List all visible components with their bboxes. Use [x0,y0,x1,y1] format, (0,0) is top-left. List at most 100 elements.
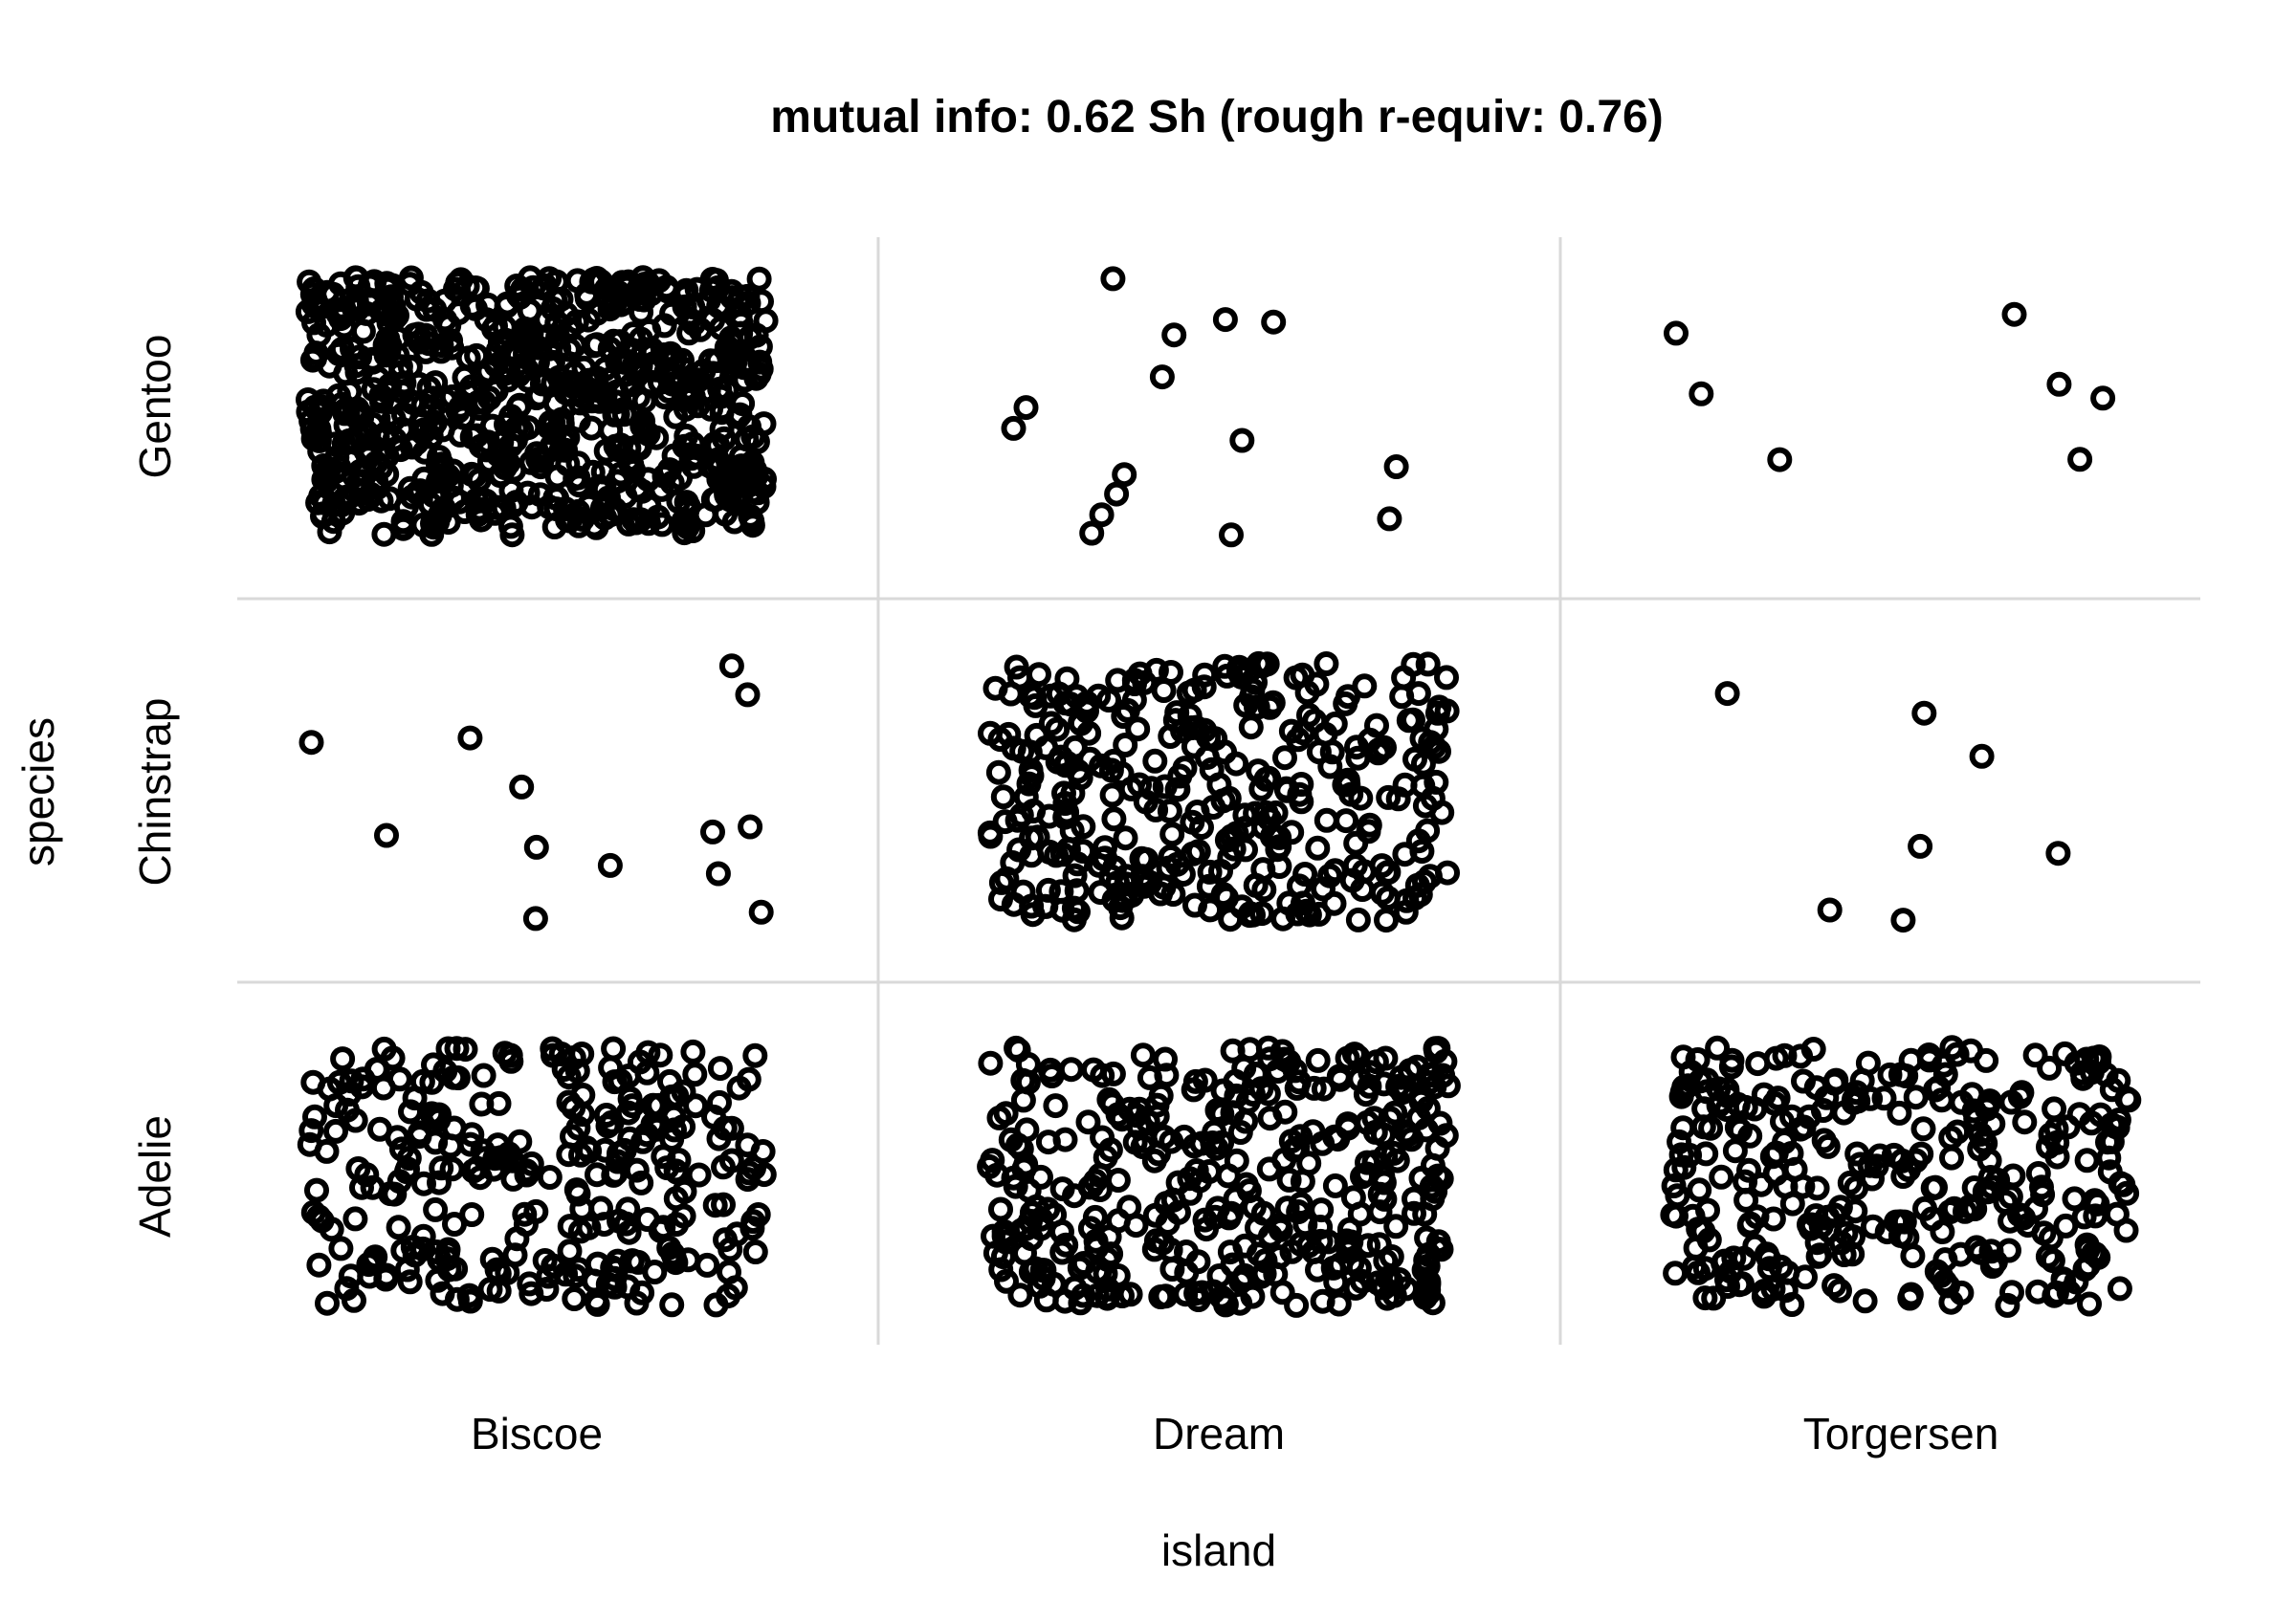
data-point [1322,1173,1348,1198]
data-point [342,1287,366,1313]
data-point [624,1157,650,1183]
data-point [1284,1292,1310,1318]
data-point [645,1110,671,1136]
data-point [659,1292,685,1318]
data-point [1334,808,1359,834]
data-point [1778,1141,1804,1166]
data-point [2097,1159,2123,1185]
data-point [2071,1204,2097,1230]
data-point [1864,1153,1889,1179]
data-point [1249,901,1275,927]
data-point [415,288,441,314]
data-point [1255,1035,1281,1061]
data-point [411,1171,436,1196]
data-point [1670,1115,1696,1141]
data-point [1995,1292,2020,1318]
cell-biscoe-gentoo [295,265,779,548]
data-point [1736,1157,1761,1183]
data-point [1109,761,1135,786]
y-tick-labels: Adelie Chinstrap Gentoo [130,335,180,1238]
data-point [588,1195,613,1221]
data-point [1005,1132,1030,1158]
data-point [1893,1064,1919,1088]
data-point [993,1101,1019,1127]
cell-torgersen-chinstrap [1714,681,2071,933]
data-point [1052,804,1078,830]
data-point [470,362,496,388]
data-point [1113,733,1138,757]
data-point [1075,1109,1101,1135]
data-point [1779,1191,1805,1217]
data-point [2114,1180,2140,1206]
data-point [1949,1089,1975,1115]
data-point [2046,371,2072,397]
data-point [1434,698,1460,724]
data-point [1177,703,1203,729]
data-point [1693,1141,1719,1167]
data-point [423,370,449,396]
data-point [1228,664,1254,690]
data-point [563,1263,588,1289]
data-point [439,1156,465,1182]
data-point [1153,1283,1179,1309]
data-point [1967,1136,1993,1162]
data-point [548,1042,574,1066]
data-point [427,1170,452,1195]
data-point [1852,1288,1878,1314]
data-point [1159,822,1185,847]
data-point [718,474,744,500]
data-point [629,413,655,439]
data-point [1243,1062,1269,1086]
data-point [1020,902,1046,928]
data-point [673,277,699,303]
data-point [1279,1239,1305,1264]
data-point [2025,1161,2051,1186]
data-point [330,1046,356,1072]
data-point [2053,1213,2079,1239]
data-point [1245,1215,1269,1240]
data-point [1286,1069,1312,1095]
data-point [2044,1144,2070,1170]
data-point [629,1170,654,1195]
data-point [512,1201,538,1227]
data-point [988,869,1014,895]
data-point [423,1196,449,1222]
data-point [444,1036,470,1062]
data-point [1141,1148,1167,1173]
data-point [1383,1214,1409,1239]
data-point [2045,841,2071,866]
data-point [1877,1062,1903,1087]
data-point [317,519,342,545]
data-point [1669,1079,1695,1105]
data-point [735,682,761,708]
data-point [1908,833,1933,859]
data-point [597,852,623,878]
data-point [1928,1262,1954,1288]
data-point [730,391,756,416]
data-point [1897,1285,1923,1311]
data-point [1405,828,1431,854]
data-point [746,266,772,292]
data-point [1094,1283,1120,1309]
data-point [1181,677,1207,703]
grid [237,237,2200,1345]
data-point [1418,730,1444,756]
data-point [575,307,601,333]
data-point [1911,700,1937,726]
data-point [1216,1205,1242,1231]
data-point [657,1068,682,1094]
data-point [1013,784,1039,810]
data-point [1060,780,1086,806]
data-point [707,1056,733,1082]
data-point [1210,882,1236,908]
data-point [1314,651,1339,676]
data-point [1125,716,1151,742]
data-point [417,492,443,517]
data-point [1093,1145,1118,1171]
data-point [2066,1102,2092,1128]
data-point [1068,1290,1093,1316]
data-point [1999,1280,2024,1305]
data-point [1671,1154,1697,1180]
data-point [1071,839,1096,864]
data-point [1668,1142,1694,1168]
